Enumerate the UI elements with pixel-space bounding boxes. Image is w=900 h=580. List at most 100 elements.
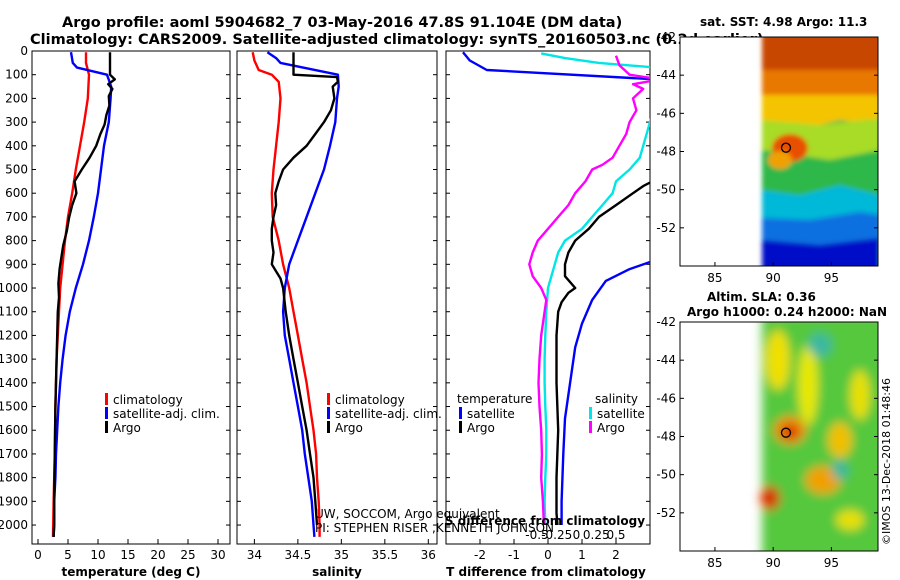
x-tick-label: 34: [247, 548, 262, 562]
sla-field: [760, 322, 878, 551]
salinity-x-axis: 34 34.5 35 35.5 36: [247, 539, 436, 562]
x-tick-label: 0: [544, 548, 552, 562]
map-y-tick-label: -42: [656, 315, 676, 329]
x-tick-label: 35: [334, 548, 349, 562]
sst-map-title: sat. SST: 4.98 Argo: 11.3: [700, 15, 867, 29]
series-line-temperature-satellite: [462, 51, 650, 525]
depth-tick-label: 1400: [0, 376, 28, 390]
sla-map-title-1: Altim. SLA: 0.36: [707, 290, 816, 304]
sst-map-axes: 85 90 95 -42 -44 -46 -48 -50 -52: [656, 30, 878, 285]
map-y-tick-label: -48: [656, 145, 676, 159]
sst-map: [680, 37, 878, 266]
map-y-tick-label: -42: [656, 30, 676, 44]
sst-band-darkblue: [762, 238, 878, 266]
depth-tick-label: 2000: [0, 518, 28, 532]
depth-tick-label: 1600: [0, 423, 28, 437]
depth-tick-label: 0: [20, 44, 28, 58]
sla-peak-2: [760, 486, 780, 510]
difference-legend: temperature satellite Argo salinity sate…: [457, 392, 645, 435]
x-tick-label: 1: [578, 548, 586, 562]
map-y-tick-label: -46: [656, 391, 676, 405]
depth-tick-label: 300: [5, 115, 28, 129]
s-difference-axis-label: S difference from climatology: [445, 514, 645, 528]
legend-swatch-satellite: [327, 407, 330, 419]
temperature-plot-frame: [31, 50, 231, 545]
map-x-tick-label: 85: [707, 556, 722, 570]
legend-swatch-climatology: [105, 393, 108, 405]
depth-tick-label: 700: [5, 210, 28, 224]
depth-tick-label: 1700: [0, 447, 28, 461]
x-tick-label: 20: [150, 548, 165, 562]
salinity-legend: climatology satellite-adj. clim. Argo: [327, 393, 442, 435]
legend-swatch-argo: [105, 421, 108, 433]
credit-line-2: PI: STEPHEN RISER ,KENNETH JOHNSON: [315, 521, 554, 535]
map-y-tick-label: -50: [656, 183, 676, 197]
x-top-tick-label: 0.5: [606, 528, 625, 542]
legend-heading-temperature: temperature: [457, 392, 532, 406]
depth-tick-label: 500: [5, 163, 28, 177]
legend-label-s-satellite: satellite: [597, 407, 645, 421]
map-y-tick-label: -52: [656, 506, 676, 520]
s-difference-x-axis: -0.5-0.25 0 0.250.5: [525, 528, 625, 542]
depth-tick-label: 1800: [0, 471, 28, 485]
depth-tick-label: 1100: [0, 305, 28, 319]
depth-tick-label: 800: [5, 234, 28, 248]
legend-label-t-argo: Argo: [467, 421, 495, 435]
legend-swatch-argo: [327, 421, 330, 433]
sla-low-2: [832, 460, 848, 480]
legend-swatch-satellite: [105, 407, 108, 419]
legend-swatch-s-argo: [589, 421, 592, 433]
series-line-salinity-argo: [528, 55, 650, 526]
legend-swatch-t-argo: [459, 421, 462, 433]
x-tick-label: 5: [64, 548, 72, 562]
x-top-tick-label: 0.25: [583, 528, 610, 542]
x-tick-label: 36: [421, 548, 436, 562]
depth-tick-label: 1900: [0, 494, 28, 508]
map-x-tick-label: 90: [766, 271, 781, 285]
x-tick-label: 34.5: [285, 548, 312, 562]
profile-location-marker: [780, 142, 792, 153]
depth-tick-label: 900: [5, 257, 28, 271]
map-y-tick-label: -50: [656, 468, 676, 482]
series-line-salinity-satellite: [540, 52, 650, 526]
map-x-tick-label: 95: [824, 271, 839, 285]
legend-label-t-satellite: satellite: [467, 407, 515, 421]
sla-low-1: [808, 333, 832, 357]
salinity-series: [251, 51, 340, 537]
t-difference-axis-label: T difference from climatology: [446, 565, 646, 579]
depth-tick-label: 200: [5, 91, 28, 105]
x-top-tick-label: -0.5: [525, 528, 548, 542]
map-x-tick-label: 90: [766, 556, 781, 570]
depth-tick-label: 1300: [0, 352, 28, 366]
t-difference-x-axis: -2 -1 0 1 2: [474, 539, 620, 562]
sst-band-yellow: [762, 95, 878, 130]
sla-high-2: [798, 345, 818, 425]
legend-label-climatology: climatology: [335, 393, 405, 407]
depth-tick-label: 400: [5, 139, 28, 153]
sla-high-5: [805, 466, 841, 494]
sla-map: [680, 322, 878, 551]
temperature-legend: climatology satellite-adj. clim. Argo: [105, 393, 220, 435]
legend-label-climatology: climatology: [113, 393, 183, 407]
series-line-argo: [52, 52, 117, 537]
profile-location-marker: [780, 427, 792, 438]
sla-high-1: [766, 330, 790, 390]
credit-line-1: UW, SOCCOM, Argo equivalent: [315, 507, 500, 521]
map-y-tick-label: -52: [656, 221, 676, 235]
map-y-tick-label: -44: [656, 353, 676, 367]
sla-map-axes: 85 90 95 -42 -44 -46 -48 -50 -52: [656, 315, 878, 570]
depth-tick-label: 1000: [0, 281, 28, 295]
series-line-temperature-argo: [555, 181, 650, 526]
legend-swatch-climatology: [327, 393, 330, 405]
x-top-tick-label: -0.25: [541, 528, 572, 542]
map-y-tick-label: -46: [656, 106, 676, 120]
x-tick-label: 0: [34, 548, 42, 562]
x-top-tick-label: 0: [573, 528, 581, 542]
x-tick-label: 30: [210, 548, 225, 562]
depth-axis: 0 100 200 300 400 500 600 700 800 900 1000 1100 1200…: [0, 44, 650, 532]
title-line-2: Climatology: CARS2009. Satellite-adjuste…: [30, 32, 764, 48]
legend-heading-salinity: salinity: [595, 392, 638, 406]
series-line-satellite-adj-clim-: [266, 51, 340, 537]
x-tick-label: 15: [120, 548, 135, 562]
legend-label-s-argo: Argo: [597, 421, 625, 435]
